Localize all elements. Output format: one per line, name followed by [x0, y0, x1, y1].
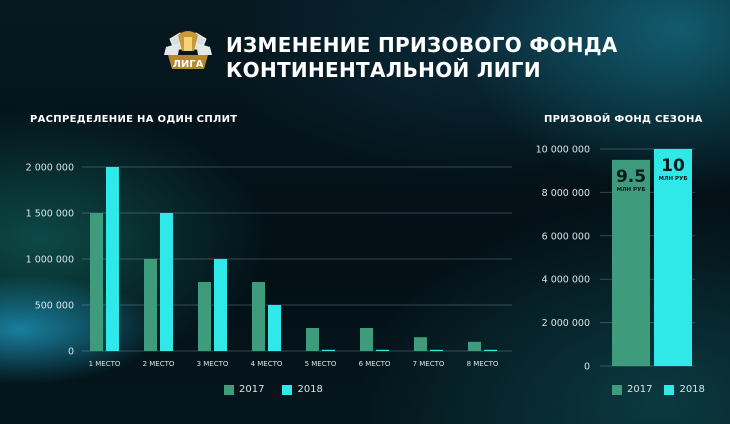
y-tick-label: 2 000 000: [26, 163, 74, 174]
season-legend-item-2018: 2018: [664, 384, 705, 395]
bar-2018-7: [430, 349, 443, 351]
y-tick-label: 2 000 000: [542, 318, 590, 329]
y-tick-label: 8 000 000: [542, 188, 590, 199]
bar-2018-3: [214, 259, 227, 351]
season-legend-label-2018: 2018: [679, 384, 705, 395]
x-tick-label: 7 МЕСТО: [413, 360, 445, 368]
x-tick-label: 3 МЕСТО: [197, 360, 229, 368]
bar-2018-6: [376, 349, 389, 351]
season-bar-value-label: 10: [661, 156, 685, 176]
title-line-2: КОНТИНЕНТАЛЬНОЙ ЛИГИ: [226, 58, 541, 82]
season-legend-label-2017: 2017: [627, 384, 653, 395]
bar-2017-6: [360, 328, 373, 351]
y-tick-label: 10 000 000: [536, 145, 590, 156]
legend-item-2018: 2018: [282, 384, 323, 395]
bar-2017-5: [306, 328, 319, 351]
bar-2018-8: [484, 349, 497, 351]
x-tick-label: 5 МЕСТО: [305, 360, 337, 368]
y-tick-label: 1 000 000: [26, 255, 74, 266]
legend-item-2017: 2017: [224, 384, 264, 395]
y-tick-label: 1 500 000: [26, 209, 74, 220]
y-tick-label: 6 000 000: [542, 231, 590, 242]
legend-label-2017: 2017: [239, 384, 265, 395]
season-legend-swatch-2017: [612, 384, 622, 395]
x-tick-label: 1 МЕСТО: [89, 360, 121, 368]
bar-2018-5: [322, 349, 335, 351]
legend-swatch-2017: [224, 384, 234, 395]
x-tick-label: 6 МЕСТО: [359, 360, 391, 368]
season-legend-item-2017: 2017: [612, 384, 652, 395]
y-tick-label: 500 000: [35, 301, 74, 312]
season-bar-unit-label: МЛН РУБ: [658, 176, 687, 182]
bar-2018-4: [268, 305, 281, 351]
league-logo: ЛИГА: [164, 31, 212, 70]
trophy-icon: [164, 31, 212, 69]
season-bar-value-label: 9.5: [616, 167, 646, 187]
y-tick-label: 0: [584, 362, 590, 373]
title-line-1: ИЗМЕНЕНИЕ ПРИЗОВОГО ФОНДА: [226, 33, 618, 57]
x-tick-label: 8 МЕСТО: [467, 360, 499, 368]
bar-2017-4: [252, 282, 265, 351]
season-chart-title: ПРИЗОВОЙ ФОНД СЕЗОНА: [544, 114, 703, 125]
x-tick-label: 2 МЕСТО: [143, 360, 175, 368]
split-legend: 2017 2018: [224, 384, 341, 395]
x-tick-label: 4 МЕСТО: [251, 360, 283, 368]
bar-2017-7: [414, 337, 427, 351]
bar-2017-8: [468, 341, 481, 351]
legend-swatch-2018: [282, 384, 293, 395]
season-bar-unit-label: МЛН РУБ: [616, 187, 645, 193]
season-legend-swatch-2018: [664, 384, 675, 395]
bar-2018-1: [106, 167, 119, 351]
bar-2017-1: [90, 213, 103, 351]
season-bar-2018: [654, 149, 692, 366]
legend-label-2018: 2018: [297, 384, 323, 395]
y-tick-label: 0: [68, 347, 74, 358]
season-bar-2017: [612, 159, 650, 366]
split-chart-title: РАСПРЕДЕЛЕНИЕ НА ОДИН СПЛИТ: [30, 114, 238, 125]
logo-text: ЛИГА: [173, 59, 204, 70]
bar-2017-3: [198, 282, 211, 351]
bar-2017-2: [144, 259, 157, 351]
bar-2018-2: [160, 213, 173, 351]
season-legend: 2017 2018: [612, 384, 723, 395]
page-title: ИЗМЕНЕНИЕ ПРИЗОВОГО ФОНДА КОНТИНЕНТАЛЬНО…: [226, 33, 618, 83]
y-tick-label: 4 000 000: [542, 275, 590, 286]
